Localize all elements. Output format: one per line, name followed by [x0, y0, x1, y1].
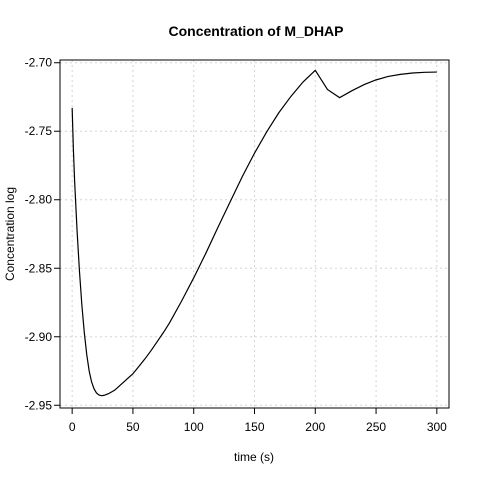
- x-axis: 0 50 100 150 200 250 300: [69, 408, 447, 434]
- x-axis-label: time (s): [234, 450, 274, 464]
- y-tick-label: -2.70: [25, 56, 53, 70]
- y-axis-label: Concentration log: [3, 187, 17, 281]
- x-tick-label: 300: [427, 420, 447, 434]
- x-tick-label: 100: [184, 420, 204, 434]
- grid-lines: [60, 60, 449, 408]
- x-tick-label: 150: [244, 420, 264, 434]
- x-tick-label: 50: [126, 420, 140, 434]
- x-tick-label: 250: [366, 420, 386, 434]
- y-tick-label: -2.85: [25, 261, 53, 275]
- y-tick-label: -2.90: [25, 330, 53, 344]
- y-tick-label: -2.75: [25, 124, 53, 138]
- y-tick-label: -2.95: [25, 398, 53, 412]
- chart-title: Concentration of M_DHAP: [169, 23, 344, 39]
- x-tick-label: 200: [305, 420, 325, 434]
- x-tick-label: 0: [69, 420, 76, 434]
- y-axis: -2.95 -2.90 -2.85 -2.80 -2.75 -2.70: [25, 56, 60, 413]
- y-tick-label: -2.80: [25, 193, 53, 207]
